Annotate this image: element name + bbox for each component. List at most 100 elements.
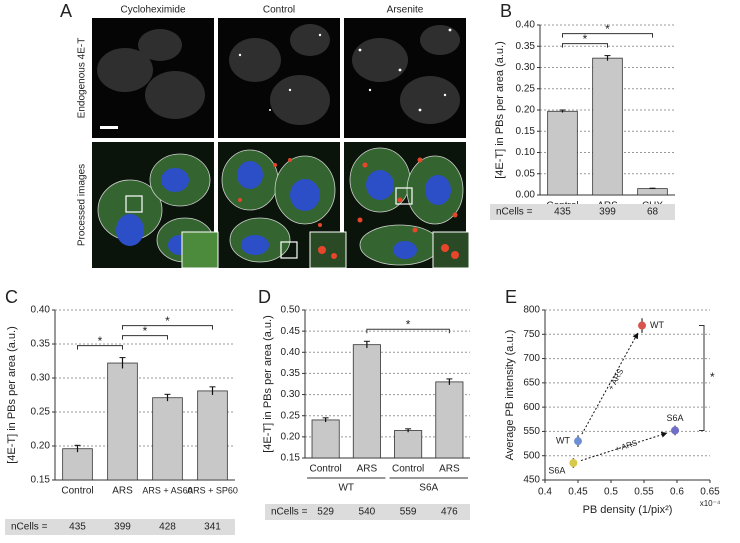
row-label: Endogenous 4E-T (77, 38, 88, 119)
y-axis-label: [4E-T] in PBs per area (a.u.) (494, 41, 506, 179)
ncells-value: 435 (554, 207, 571, 218)
bar (152, 397, 183, 481)
y-tick-label: 0.45 (281, 326, 301, 337)
y-axis-label: Average PB intensity (a.u.) (504, 330, 516, 461)
significance-label: * (605, 22, 610, 36)
y-tick-label: 0.10 (516, 147, 536, 158)
y-tick-label: 0.00 (516, 190, 536, 201)
panel-label: B (500, 1, 512, 21)
significance-bracket (562, 33, 653, 38)
point (638, 321, 647, 330)
y-tick-label: 650 (523, 377, 540, 388)
bar (394, 430, 423, 459)
ncells-value: 559 (400, 507, 417, 518)
panel-label: C (5, 287, 18, 307)
column-title: Cycloheximide (120, 5, 185, 16)
y-tick-label: 0.35 (516, 41, 536, 52)
y-tick-label: 0.30 (516, 62, 536, 73)
ncells-value: 428 (159, 522, 176, 533)
y-tick-label: 0.35 (281, 368, 301, 379)
y-tick-label: 0.30 (281, 389, 301, 400)
bar (311, 419, 340, 459)
arrow (581, 332, 639, 435)
bar (547, 110, 578, 196)
ncells-label: nCells = (271, 507, 308, 518)
y-tick-label: 0.15 (516, 126, 536, 137)
x-tick-label: ARS (357, 464, 378, 475)
significance-bracket (122, 325, 213, 330)
y-tick-label: 0.05 (516, 168, 536, 179)
y-tick-label: 800 (523, 305, 540, 316)
bar (592, 57, 623, 196)
y-tick-label: 0.30 (31, 373, 51, 384)
arrow (580, 431, 668, 462)
y-tick-label: 0.40 (281, 347, 301, 358)
y-tick-label: 750 (523, 329, 540, 340)
significance-label: * (583, 32, 588, 46)
group-label: S6A (419, 483, 438, 494)
ncells-value: 529 (317, 507, 334, 518)
point-label: WT (556, 436, 570, 446)
panel-label: D (258, 287, 271, 307)
y-tick-label: 0.50 (281, 305, 301, 316)
significance-label: * (98, 334, 103, 348)
point (569, 459, 578, 467)
ncells-value: 540 (359, 507, 376, 518)
ncells-label: nCells = (496, 207, 533, 218)
x-tick-label: ARS + AS60 (142, 485, 192, 495)
arrow-label: + ARS (614, 438, 639, 454)
micrographs (92, 18, 470, 269)
y-tick-label: 0.40 (516, 20, 536, 31)
column-title: Control (263, 5, 295, 16)
y-tick-label: 0.40 (31, 305, 51, 316)
significance-label: * (406, 317, 411, 331)
bar (435, 381, 464, 459)
x-multiplier: x10⁻⁴ (700, 499, 721, 508)
x-tick-label: ARS + SP60 (187, 485, 238, 495)
y-tick-label: 450 (523, 475, 540, 486)
x-tick-label: 0.45 (568, 487, 588, 498)
y-tick-label: 0.20 (516, 105, 536, 116)
ncells-label: nCells = (11, 522, 48, 533)
y-axis-label: [4E-T] in PBs per area (a.u.) (6, 326, 18, 464)
bar (352, 344, 381, 459)
x-tick-label: 0.55 (634, 487, 654, 498)
point (671, 426, 680, 435)
y-tick-label: 0.25 (31, 407, 51, 418)
ncells-band (265, 504, 470, 520)
significance-bracket (562, 43, 608, 48)
y-tick-label: 700 (523, 353, 540, 364)
ncells-value: 399 (114, 522, 131, 533)
significance-label: * (143, 324, 148, 338)
ncells-band (5, 519, 235, 535)
y-axis-label: [4E-T] in PBs per area (a.u.) (262, 315, 274, 453)
y-tick-label: 600 (523, 402, 540, 413)
ncells-value: 435 (69, 522, 86, 533)
y-tick-label: 500 (523, 450, 540, 461)
x-tick-label: 0.4 (538, 487, 552, 498)
x-tick-label: Control (61, 486, 93, 497)
row-label: Processed images (77, 164, 88, 246)
column-title: Arsenite (387, 5, 424, 16)
significance-label: * (710, 370, 715, 384)
x-tick-label: Control (310, 464, 342, 475)
y-tick-label: 550 (523, 426, 540, 437)
x-tick-label: ARS (439, 464, 460, 475)
x-tick-label: 0.65 (700, 487, 720, 498)
significance-bracket (77, 345, 123, 350)
ncells-value: 476 (441, 507, 458, 518)
ncells-value: 341 (204, 522, 221, 533)
ncells-value: 68 (647, 207, 659, 218)
bar (62, 448, 93, 481)
significance-label: * (165, 314, 170, 328)
significance-bracket (122, 335, 168, 340)
y-tick-label: 0.35 (31, 339, 51, 350)
arrow-label: + ARS (606, 367, 625, 391)
panel-label: E (505, 287, 517, 307)
x-axis-label: PB density (1/pix²) (583, 504, 673, 516)
bar (107, 362, 138, 481)
y-tick-label: 0.25 (281, 410, 301, 421)
bar (637, 188, 668, 196)
ncells-value: 399 (599, 207, 616, 218)
